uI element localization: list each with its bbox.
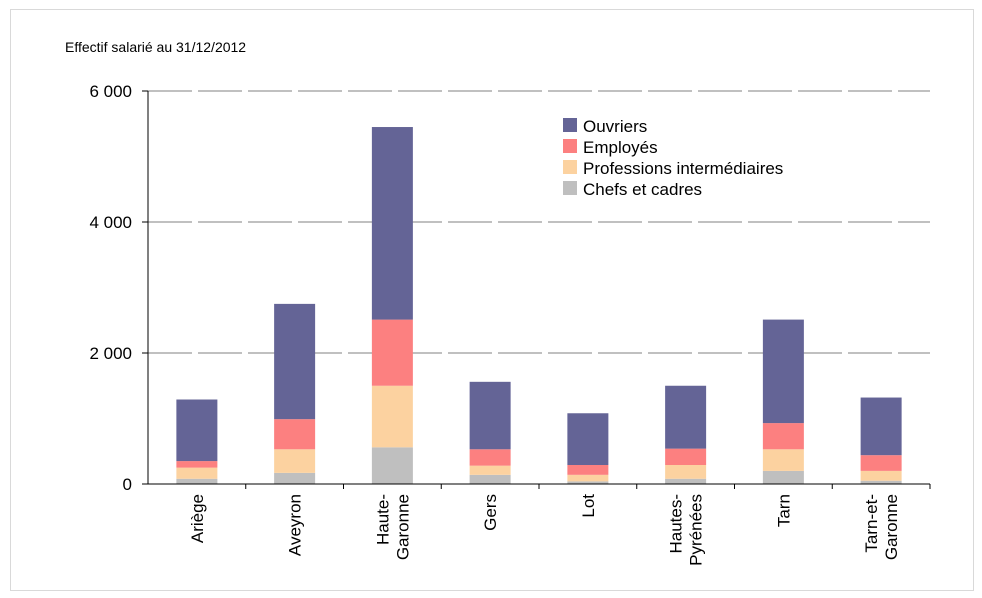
bar-segment	[371, 319, 413, 386]
x-category-label: Gers	[481, 494, 500, 531]
chart-frame	[10, 9, 974, 591]
bar-segment	[860, 455, 902, 471]
bar-segment	[176, 399, 218, 462]
legend-label: Ouvriers	[583, 117, 647, 136]
bar-segment	[567, 465, 609, 475]
legend-swatch	[563, 160, 577, 174]
x-category-label-line: Garonne	[393, 494, 412, 560]
x-category-label: Hautes- Pyrénées	[667, 494, 706, 566]
x-category-label: Aveyron	[286, 494, 305, 556]
y-tick-label: 6 000	[89, 82, 132, 101]
bar-segment	[567, 481, 609, 484]
x-category-label-line: Hautes-	[667, 494, 686, 554]
bar-segment	[567, 413, 609, 466]
x-category-label: Lot	[579, 494, 598, 518]
legend-label: Professions intermédiaires	[583, 159, 783, 178]
bar-segment	[665, 448, 707, 466]
x-category-label-line: Lot	[579, 494, 598, 518]
bar-segment	[860, 470, 902, 481]
x-category-label-line: Haute-	[373, 494, 392, 545]
bar-segment	[469, 381, 511, 450]
bar-segment	[274, 472, 316, 484]
legend-label: Chefs et cadres	[583, 180, 702, 199]
y-tick-label: 4 000	[89, 213, 132, 232]
bar-segment	[371, 127, 413, 320]
bar-segment	[665, 478, 707, 484]
x-category-label-line: Ariège	[188, 494, 207, 543]
y-axis-title: Effectif salarié au 31/12/2012	[65, 39, 246, 55]
x-category-label-line: Tarn-et-	[862, 494, 881, 553]
y-tick-label: 0	[123, 475, 132, 494]
bars-group	[176, 127, 902, 484]
bar-segment	[371, 447, 413, 484]
bar-segment	[176, 478, 218, 484]
x-category-label-line: Aveyron	[286, 494, 305, 556]
bar-segment	[567, 474, 609, 482]
bar-segment	[665, 465, 707, 479]
bar-segment	[274, 419, 316, 450]
bar-segment	[762, 470, 804, 484]
legend-swatch	[563, 118, 577, 132]
bar-segment	[176, 461, 218, 468]
legend-label: Employés	[583, 138, 658, 157]
x-category-label-line: Gers	[481, 494, 500, 531]
x-category-label: Haute- Garonne	[373, 494, 412, 560]
x-category-label: Tarn-et- Garonne	[862, 494, 901, 560]
bar-segment	[860, 397, 902, 456]
gridlines	[148, 90, 930, 354]
bar-segment	[762, 319, 804, 424]
bar-segment	[469, 474, 511, 484]
bar-segment	[665, 385, 707, 449]
bar-segment	[762, 449, 804, 471]
bar-segment	[274, 303, 316, 420]
y-tick-label: 2 000	[89, 344, 132, 363]
x-category-label: Tarn	[774, 494, 793, 527]
legend-swatch	[563, 139, 577, 153]
legend: Ouvriers Employés Professions intermédiair…	[563, 117, 783, 199]
bar-segment	[469, 449, 511, 466]
legend-swatch	[563, 181, 577, 195]
bar-segment	[371, 385, 413, 448]
bar-segment	[762, 423, 804, 450]
x-category-label-line: Pyrénées	[687, 494, 706, 566]
bar-segment	[860, 480, 902, 484]
x-category-label-line: Garonne	[882, 494, 901, 560]
x-category-label: Ariège	[188, 494, 207, 543]
bar-segment	[469, 465, 511, 475]
bar-segment	[176, 467, 218, 479]
x-category-label-line: Tarn	[774, 494, 793, 527]
bar-segment	[274, 449, 316, 473]
